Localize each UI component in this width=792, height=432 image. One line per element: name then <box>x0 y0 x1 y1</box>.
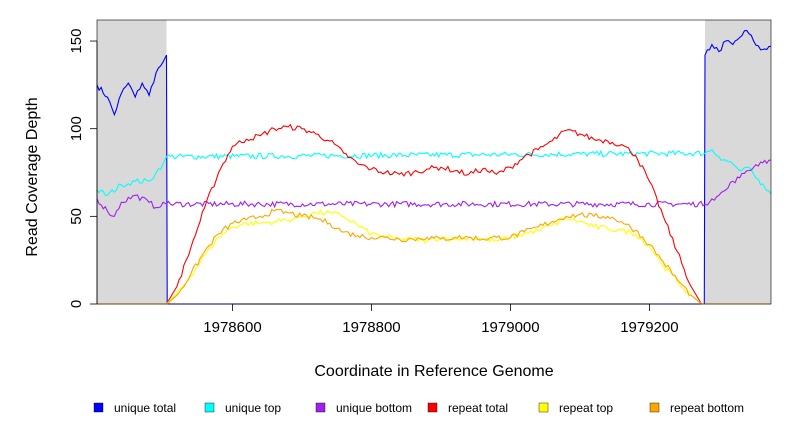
series-lines <box>96 29 772 305</box>
series-line-unique-top <box>96 148 772 196</box>
x-tick-label: 1979000 <box>481 319 539 336</box>
legend-swatch-unique-top <box>204 402 215 413</box>
x-axis-title: Coordinate in Reference Genome <box>314 363 553 380</box>
legend-label-unique-top: unique top <box>225 401 281 415</box>
x-tick-label: 1978600 <box>203 319 261 336</box>
y-tick-label: 0 <box>68 300 85 308</box>
shaded-region-0 <box>97 20 167 304</box>
legend: unique total unique top unique bottom repea… <box>93 401 744 415</box>
series-line-unique-bottom <box>96 159 771 217</box>
plot-frame <box>96 19 772 305</box>
legend-label-repeat-total: repeat total <box>448 401 508 415</box>
x-tick-label: 1979200 <box>620 319 678 336</box>
y-axis-title: Read Coverage Depth <box>24 97 41 256</box>
legend-label-unique-bottom: unique bottom <box>336 401 412 415</box>
legend-label-unique-total: unique total <box>114 401 176 415</box>
y-tick-label: 50 <box>68 208 85 225</box>
legend-swatch-repeat-total <box>427 402 438 413</box>
unique-region-shading <box>97 20 771 304</box>
y-axis: 0 50 100 150 <box>68 29 98 308</box>
legend-label-repeat-top: repeat top <box>559 401 613 415</box>
x-tick-label: 1978800 <box>342 319 400 336</box>
series-line-repeat-top <box>166 208 702 305</box>
x-axis: 1978600 1978800 1979000 1979200 <box>203 303 679 336</box>
series-line-repeat-bottom <box>97 208 771 305</box>
y-tick-label: 150 <box>68 29 85 54</box>
y-tick-label: 100 <box>68 116 85 141</box>
series-line-repeat-total <box>166 123 702 305</box>
legend-swatch-unique-total <box>93 402 104 413</box>
legend-swatch-repeat-bottom <box>649 402 660 413</box>
legend-label-repeat-bottom: repeat bottom <box>670 401 744 415</box>
legend-swatch-repeat-top <box>538 402 549 413</box>
legend-swatch-unique-bottom <box>315 402 326 413</box>
